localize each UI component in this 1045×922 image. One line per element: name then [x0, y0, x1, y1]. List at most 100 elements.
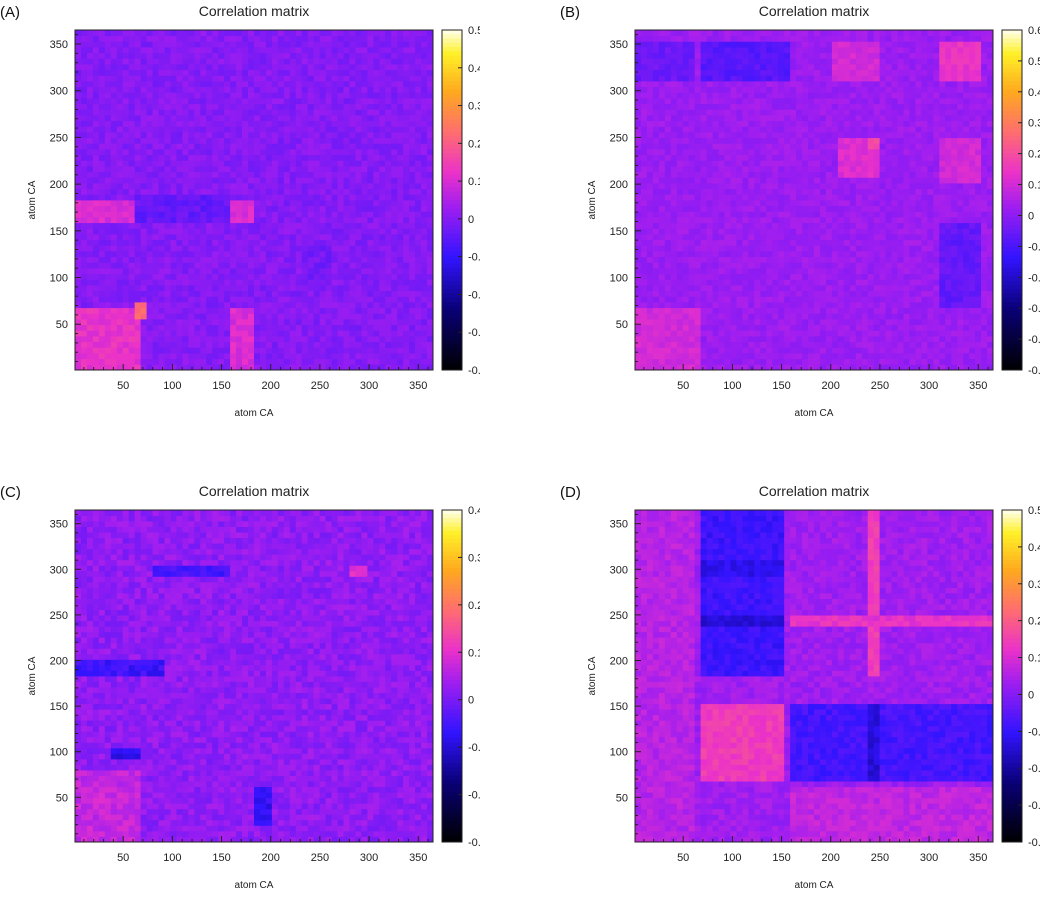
heatmap-cell	[147, 104, 153, 110]
heatmap-cell	[713, 166, 719, 172]
heatmap-cell	[188, 189, 194, 195]
heatmap-cell	[141, 115, 147, 121]
heatmap-cell	[218, 132, 224, 138]
heatmap-cell	[93, 30, 99, 36]
heatmap-cell	[391, 364, 397, 370]
heatmap-cell	[730, 274, 736, 280]
heatmap-cell	[683, 325, 689, 331]
heatmap-cell	[278, 302, 284, 308]
heatmap-cell	[93, 359, 99, 365]
heatmap-cell	[165, 302, 171, 308]
heatmap-cell	[689, 58, 695, 64]
heatmap-cell	[373, 279, 379, 285]
heatmap-cell	[230, 240, 236, 246]
heatmap-cell	[683, 36, 689, 42]
heatmap-cell	[403, 177, 409, 183]
heatmap-cell	[415, 149, 421, 155]
heatmap-cell	[75, 81, 81, 87]
heatmap-cell	[182, 342, 188, 348]
heatmap-cell	[713, 325, 719, 331]
heatmap-cell	[695, 194, 701, 200]
heatmap-cell	[87, 189, 93, 195]
heatmap-cell	[260, 75, 266, 81]
heatmap-cell	[707, 262, 713, 268]
heatmap-cell	[349, 319, 355, 325]
heatmap-cell	[635, 279, 641, 285]
heatmap-cell	[135, 234, 141, 240]
heatmap-cell	[403, 70, 409, 76]
heatmap-cell	[314, 313, 320, 319]
heatmap-cell	[647, 268, 653, 274]
heatmap-cell	[713, 245, 719, 251]
heatmap-cell	[236, 194, 242, 200]
heatmap-cell	[230, 109, 236, 115]
heatmap-cell	[332, 296, 338, 302]
heatmap-cell	[320, 223, 326, 229]
heatmap-cell	[671, 166, 677, 172]
heatmap-cell	[707, 206, 713, 212]
heatmap-cell	[332, 183, 338, 189]
heatmap-cell	[671, 262, 677, 268]
heatmap-cell	[326, 268, 332, 274]
heatmap-cell	[236, 64, 242, 70]
heatmap-cell	[135, 92, 141, 98]
heatmap-cell	[308, 200, 314, 206]
heatmap-cell	[260, 70, 266, 76]
heatmap-cell	[93, 126, 99, 132]
heatmap-cell	[206, 138, 212, 144]
heatmap-cell	[170, 126, 176, 132]
heatmap-cell	[182, 285, 188, 291]
heatmap-cell	[361, 138, 367, 144]
heatmap-cell	[272, 87, 278, 93]
heatmap-cell	[182, 143, 188, 149]
heatmap-cell	[409, 189, 415, 195]
heatmap-cell	[153, 155, 159, 161]
heatmap-cell	[701, 70, 707, 76]
heatmap-cell	[87, 353, 93, 359]
heatmap-cell	[730, 109, 736, 115]
heatmap-cell	[653, 268, 659, 274]
heatmap-cell	[653, 342, 659, 348]
heatmap-cell	[165, 279, 171, 285]
heatmap-cell	[123, 81, 129, 87]
heatmap-cell	[188, 98, 194, 104]
heatmap-cell	[314, 302, 320, 308]
heatmap-cell	[748, 302, 754, 308]
heatmap-cell	[93, 58, 99, 64]
heatmap-cell	[641, 291, 647, 297]
heatmap-cell	[153, 359, 159, 365]
heatmap-cell	[105, 172, 111, 178]
heatmap-cell	[385, 285, 391, 291]
heatmap-cell	[635, 313, 641, 319]
heatmap-cell	[671, 342, 677, 348]
heatmap-cell	[99, 172, 105, 178]
heatmap-cell	[236, 211, 242, 217]
heatmap-cell	[123, 245, 129, 251]
heatmap-cell	[123, 223, 129, 229]
heatmap-cell	[677, 194, 683, 200]
heatmap-cell	[254, 64, 260, 70]
heatmap-cell	[153, 166, 159, 172]
heatmap-cell	[147, 223, 153, 229]
heatmap-cell	[409, 166, 415, 172]
heatmap-cell	[170, 47, 176, 53]
heatmap-cell	[236, 53, 242, 59]
heatmap-cell	[284, 104, 290, 110]
heatmap-cell	[677, 302, 683, 308]
heatmap-cell	[659, 257, 665, 263]
heatmap-cell	[725, 359, 731, 365]
heatmap-cell	[641, 234, 647, 240]
heatmap-cell	[117, 30, 123, 36]
heatmap-cell	[135, 109, 141, 115]
heatmap-cell	[188, 47, 194, 53]
heatmap-cell	[391, 319, 397, 325]
heatmap-cell	[170, 30, 176, 36]
heatmap-cell	[695, 279, 701, 285]
heatmap-cell	[170, 313, 176, 319]
heatmap-cell	[81, 47, 87, 53]
heatmap-cell	[742, 81, 748, 87]
heatmap-cell	[677, 223, 683, 229]
heatmap-cell	[671, 30, 677, 36]
heatmap-cell	[403, 53, 409, 59]
heatmap-cell	[129, 274, 135, 280]
